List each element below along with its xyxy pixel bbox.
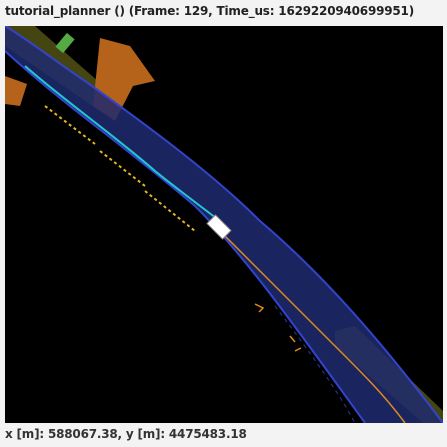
map-viewport[interactable] bbox=[5, 26, 443, 423]
planned-trajectory bbox=[24, 65, 221, 222]
agent-vehicle bbox=[55, 32, 75, 54]
reference-line bbox=[219, 230, 406, 423]
dashed-lane-marking bbox=[44, 105, 196, 232]
scene-canvas bbox=[5, 26, 443, 423]
agent-markers bbox=[254, 303, 302, 352]
ego-vehicle-icon[interactable] bbox=[206, 214, 232, 240]
window-title: tutorial_planner () (Frame: 129, Time_us… bbox=[5, 4, 414, 18]
coordinate-readout: x [m]: 588067.38, y [m]: 4475483.18 bbox=[5, 427, 247, 441]
